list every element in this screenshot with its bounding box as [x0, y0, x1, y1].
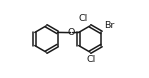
Text: Cl: Cl	[86, 55, 96, 64]
Text: Br: Br	[104, 21, 114, 30]
Text: Cl: Cl	[78, 14, 88, 23]
Text: O: O	[68, 28, 75, 37]
